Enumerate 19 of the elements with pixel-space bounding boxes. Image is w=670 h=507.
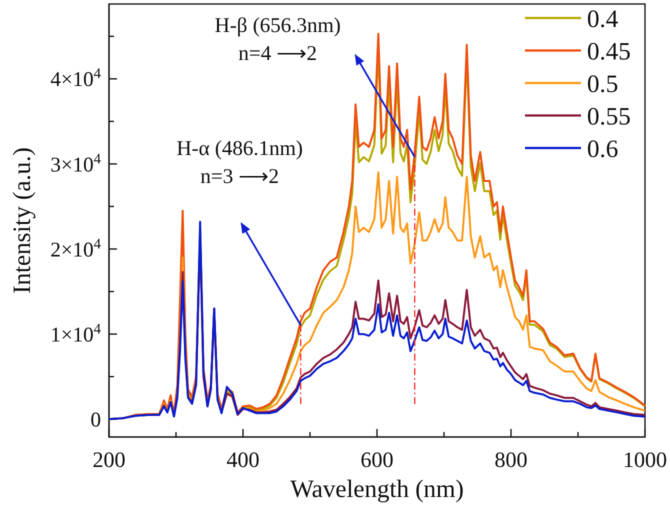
x-tick-label: 800 xyxy=(494,447,528,472)
y-tick-label: 1×10$^{4}$ xyxy=(50,321,102,346)
legend-label: 0.4 xyxy=(587,6,619,33)
annotation: H-α (486.1nm) n=3 ⟶2 xyxy=(176,136,303,188)
x-tick-label: 400 xyxy=(226,447,260,472)
annotation: H-β (656.3nm) n=4 ⟶2 xyxy=(214,12,341,65)
legend-label: 0.55 xyxy=(587,103,631,130)
y-tick-label: 3×10$^{4}$ xyxy=(50,151,102,176)
x-tick-label: 200 xyxy=(92,447,126,472)
y-tick-label: 4×10$^{4}$ xyxy=(50,66,102,92)
x-tick-label: 1000 xyxy=(623,447,667,472)
y-tick-label: 2×10$^{4}$ xyxy=(50,236,102,262)
y-axis-title: Intensity (a.u.) xyxy=(9,147,36,294)
legend-label: 0.5 xyxy=(587,70,618,98)
legend-label: 0.6 xyxy=(587,136,618,163)
x-tick-label: 600 xyxy=(360,447,394,472)
legend-label: 0.45 xyxy=(587,38,631,66)
y-tick-label: 0 xyxy=(90,407,101,432)
x-axis-title: Wavelength (nm) xyxy=(290,476,464,503)
